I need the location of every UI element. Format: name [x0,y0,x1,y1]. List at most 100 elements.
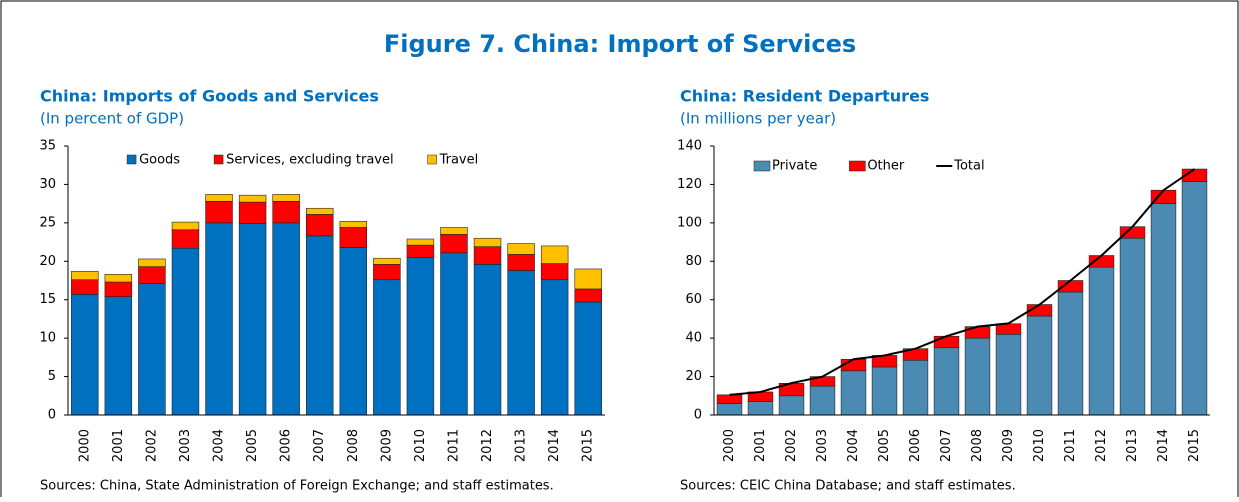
bar-segment [205,194,233,202]
bar-segment [716,394,743,404]
source-note: Sources: CEIC China Database; and staff … [680,479,1016,494]
bar-segment [305,214,334,237]
x-tick-label: 2012 [1094,429,1109,462]
y-tick-label: 80 [685,254,702,269]
bar-segment [272,222,300,416]
y-tick-label: 40 [685,331,702,346]
bar-segment [1181,181,1208,416]
bar-segment [473,246,502,265]
y-tick-label: 100 [677,215,702,230]
x-tick-label: 2010 [413,429,428,462]
x-tick-label: 2000 [77,429,92,462]
x-tick-label: 2006 [908,429,923,462]
bar-segment [1057,291,1084,416]
bar-segment [1150,203,1177,416]
bar-segment [540,279,569,416]
bar-segment [305,207,334,215]
bar-segment [473,264,502,416]
bar-segment [995,333,1022,416]
bar-segment [305,235,334,416]
bar-segment [540,263,569,281]
legend-label: Services, excluding travel [226,153,394,168]
x-tick-label: 2003 [815,429,830,462]
y-tick-label: 60 [685,292,702,307]
bar-segment [339,247,368,416]
bar-segment [238,201,267,224]
y-tick-label: 15 [39,292,56,307]
bar-segment [1119,237,1146,416]
x-tick-label: 2015 [1187,429,1202,462]
bar-segment [440,227,468,235]
x-tick-label: 2015 [581,429,596,462]
legend-swatch [427,154,437,165]
legend-swatch [126,154,137,165]
x-tick-label: 2014 [547,429,562,462]
bar-segment [809,385,836,416]
bar-segment [238,223,267,416]
x-tick-label: 2005 [245,429,260,462]
x-tick-label: 2010 [1032,429,1047,462]
x-tick-label: 2002 [144,429,159,462]
bar-segment [507,243,535,255]
x-tick-label: 2002 [784,429,799,462]
bar-segment [1119,226,1146,239]
bar-segment [574,268,602,290]
x-tick-label: 2005 [877,429,892,462]
x-tick-label: 2011 [446,429,461,462]
legend-label: Goods [139,153,180,168]
bar-segment [540,245,569,264]
bar-segment [440,252,468,416]
bar-segment [507,270,535,416]
x-tick-label: 2007 [312,429,327,462]
bar-segment [1026,315,1053,416]
x-tick-label: 2008 [970,429,985,462]
y-tick-label: 0 [694,408,702,423]
y-tick-label: 140 [677,139,702,154]
legend-label: Other [867,159,905,174]
line-series [729,168,1196,396]
bar-segment [138,283,166,416]
bar-segment [778,395,805,416]
bar-segment [171,247,200,416]
legend-label: Private [772,159,817,174]
bar-segment [104,274,133,283]
y-tick-label: 20 [685,369,702,384]
bar-segment [406,257,435,416]
bar-segment [71,294,99,416]
bar-segment [104,296,133,416]
bar-segment [440,234,468,254]
y-tick-label: 20 [39,254,56,269]
chart-title: China: Resident Departures [680,87,929,106]
bar-segment [171,221,200,231]
bar-segment [205,222,233,416]
bar-segment [933,347,960,416]
y-tick-label: 120 [677,177,702,192]
figure-title: Figure 7. China: Import of Services [384,30,856,58]
chart-title: China: Imports of Goods and Services [40,87,379,106]
bar-segment [171,229,200,249]
bar-segment [138,266,166,284]
bar-segment [964,337,991,416]
bar-segment [104,281,133,297]
bar-segment [272,194,300,202]
x-tick-label: 2004 [212,429,227,462]
x-tick-label: 2013 [514,429,529,462]
x-tick-label: 2004 [846,429,861,462]
y-tick-label: 10 [39,331,56,346]
legend-swatch [849,160,866,172]
bar-segment [71,270,99,281]
x-tick-label: 2014 [1156,429,1171,462]
bar-segment [902,359,929,416]
bar-segment [840,370,867,416]
x-tick-label: 2001 [111,429,126,462]
x-tick-label: 2008 [346,429,361,462]
bar-segment [406,244,435,258]
bar-segment [138,258,166,267]
y-tick-label: 0 [48,408,56,423]
x-tick-label: 2000 [722,429,737,462]
x-tick-label: 2009 [1001,429,1016,462]
legend-swatch [753,160,771,172]
bar-segment [995,323,1022,335]
